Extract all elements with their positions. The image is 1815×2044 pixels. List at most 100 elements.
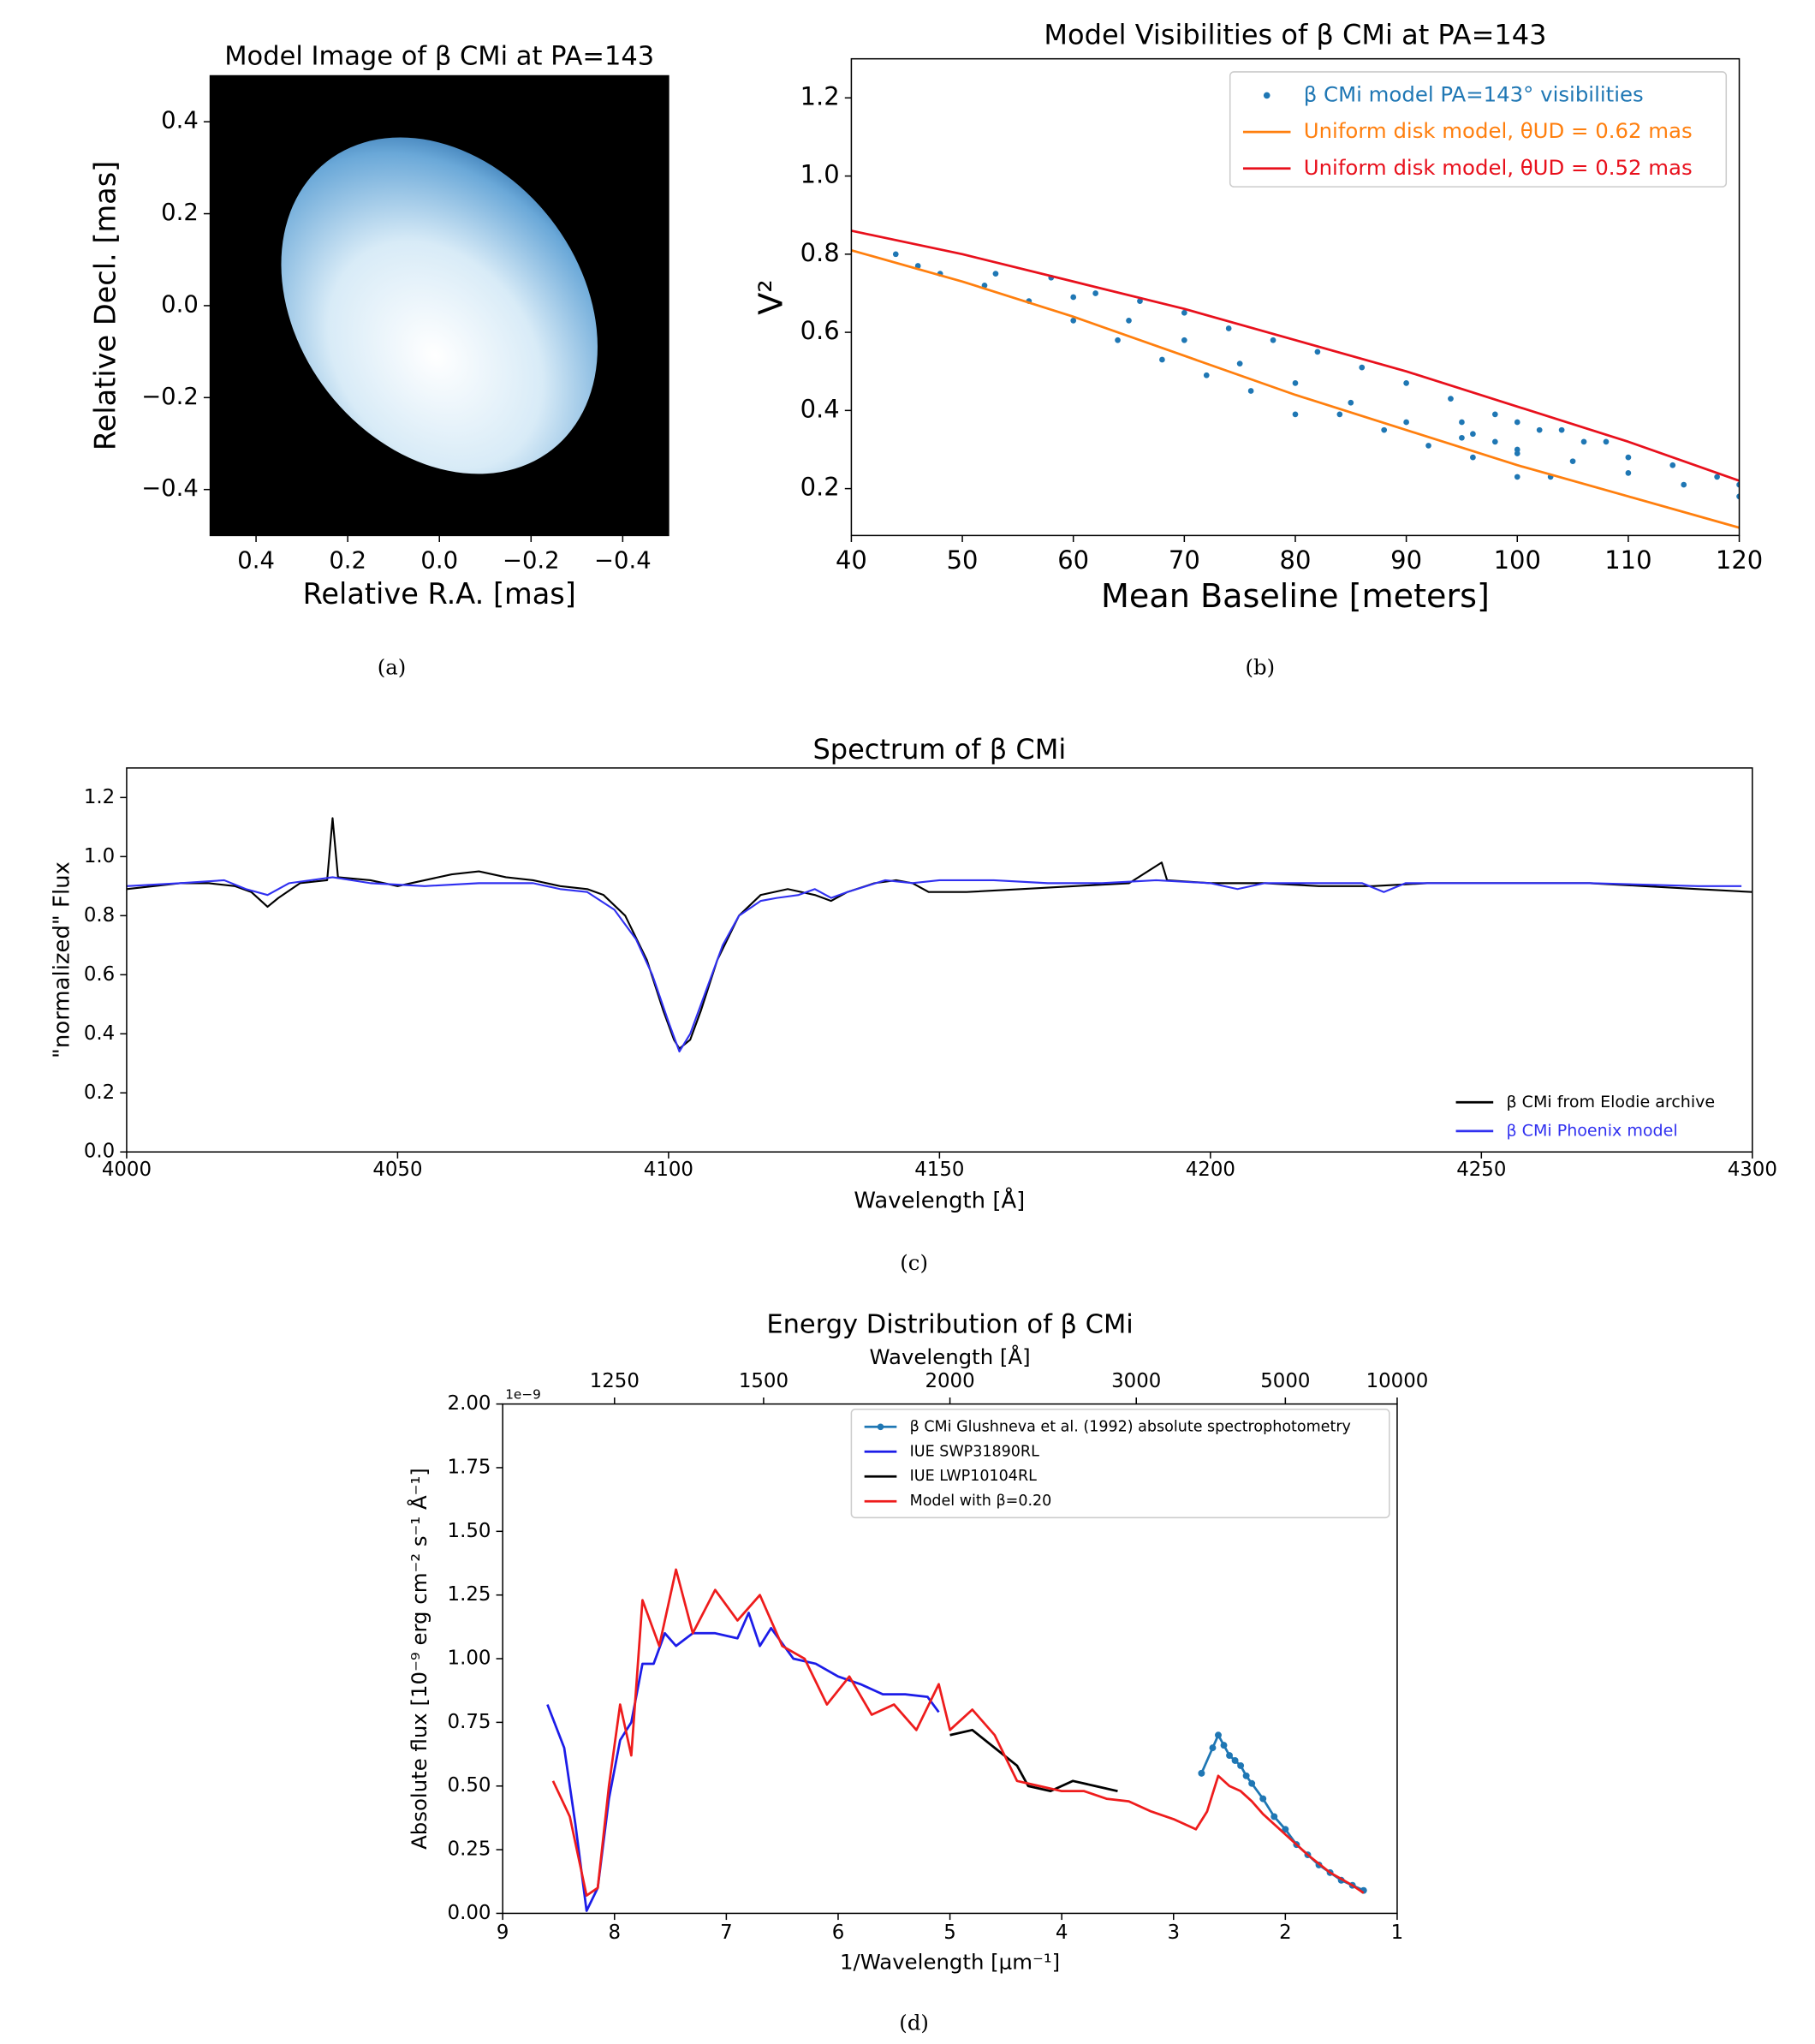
x-axis-label: 1/Wavelength [μm⁻¹]	[840, 1949, 1060, 1974]
data-point	[1359, 364, 1366, 371]
data-point	[1381, 426, 1388, 433]
x2-tick-label: 3000	[1111, 1370, 1161, 1392]
data-point	[1225, 325, 1232, 331]
x-tick-label: 4150	[914, 1159, 964, 1181]
data-point	[1736, 493, 1740, 500]
data-point	[1514, 450, 1520, 456]
y-tick-label: 0.4	[800, 394, 840, 423]
data-point	[1536, 426, 1543, 433]
x-tick-label: 6	[832, 1922, 845, 1944]
legend-frame	[1229, 71, 1728, 188]
y-tick-label: 1.75	[448, 1456, 491, 1478]
caption: (b)	[1245, 654, 1275, 679]
y-tick-label: 1.50	[448, 1520, 491, 1542]
data-point	[1236, 361, 1243, 366]
data-point	[1603, 438, 1610, 445]
x-tick-label: 3	[1167, 1922, 1180, 1944]
y-tick-label: 0.8	[84, 904, 115, 927]
panel: Energy Distribution of β CMi 1/Wavelength…	[407, 1310, 1428, 2035]
y-tick-label: 0.00	[448, 1902, 491, 1924]
chart-title: Model Image of β CMi at PA=143	[224, 42, 654, 72]
data-point	[1247, 388, 1254, 394]
legend-label: β CMi model PA=143° visibilities	[1304, 81, 1644, 106]
y-tick-label: 1.0	[800, 160, 840, 189]
data-point	[1070, 318, 1077, 324]
legend-label: Model with β=0.20	[910, 1493, 1052, 1510]
data-point	[1215, 1731, 1222, 1739]
y-tick-label: 0.75	[448, 1711, 491, 1733]
y-axis-label: V²	[752, 279, 789, 314]
series-line	[126, 876, 1742, 1053]
x-tick-label: 4200	[1186, 1159, 1235, 1181]
y-tick-label: 1.00	[448, 1648, 491, 1670]
data-point	[1270, 1813, 1278, 1821]
y-tick-label: 0.50	[448, 1774, 491, 1797]
data-point	[1681, 481, 1687, 488]
data-point	[1625, 470, 1632, 476]
panel: Spectrum of β CMi Wavelength [Å] "normaliz…	[50, 733, 1777, 1275]
data-point	[914, 263, 921, 269]
x-tick-label: 100	[1494, 545, 1541, 575]
data-point	[1470, 454, 1476, 461]
x2-tick-label: 1500	[739, 1370, 788, 1392]
data-point	[1470, 431, 1476, 438]
legend-label: IUE SWP31890RL	[910, 1443, 1040, 1460]
data-point	[1736, 481, 1740, 488]
x-tick-label: 2	[1279, 1922, 1292, 1944]
y-tick-label: −0.4	[141, 475, 199, 502]
y-tick-label: 0.25	[448, 1838, 491, 1861]
series-line	[551, 1568, 1365, 1897]
data-point	[1448, 396, 1454, 402]
data-point	[1314, 349, 1321, 355]
chart-title: Model Visibilities of β CMi at PA=143	[1044, 19, 1546, 51]
legend-swatch	[1263, 92, 1270, 99]
series-group	[546, 1568, 1367, 1912]
data-point	[1580, 438, 1587, 445]
x-tick-label: 5	[943, 1922, 956, 1944]
data-point	[1126, 318, 1132, 324]
caption: (a)	[378, 654, 407, 679]
plot-frame	[850, 57, 1741, 537]
y-axis-label: Absolute flux [10⁻⁹ erg cm⁻² s⁻¹ Å⁻¹]	[407, 1468, 431, 1850]
data-point	[1270, 337, 1276, 343]
x-tick-label: 120	[1716, 545, 1763, 575]
x-tick-label: 7	[720, 1922, 733, 1944]
data-point	[1459, 434, 1465, 441]
data-point	[1181, 337, 1187, 343]
x-tick-label: 90	[1390, 545, 1422, 575]
y-tick-label: −0.2	[141, 384, 199, 410]
data-point	[1226, 1752, 1234, 1760]
x2-tick-label: 5000	[1260, 1370, 1310, 1392]
data-point	[1336, 411, 1343, 418]
series-line	[126, 817, 1753, 1050]
x-tick-label: 0.4	[237, 547, 275, 574]
legend-frame	[850, 1408, 1390, 1519]
x-axis-label: Wavelength [Å]	[854, 1187, 1025, 1214]
data-point	[1491, 411, 1498, 418]
x-tick-label: 8	[609, 1922, 622, 1944]
data-point	[1491, 438, 1498, 445]
series-line	[949, 1728, 1118, 1793]
legend-label: Uniform disk model, θUD = 0.62 mas	[1304, 118, 1693, 143]
series-line	[546, 1612, 940, 1912]
data-point	[992, 271, 999, 277]
legend-label: β CMi from Elodie archive	[1506, 1093, 1715, 1111]
x-tick-label: 4	[1056, 1922, 1068, 1944]
y-tick-label: 0.2	[161, 200, 199, 226]
y-tick-label: 1.25	[448, 1583, 491, 1606]
legend-label: IUE LWP10104RL	[910, 1468, 1038, 1485]
y-axis-label: Relative Decl. [mas]	[89, 161, 122, 450]
legend-label: Uniform disk model, θUD = 0.52 mas	[1304, 155, 1693, 180]
data-point	[1292, 411, 1299, 418]
data-point	[1714, 474, 1720, 480]
x-axis-label: Mean Baseline [meters]	[1101, 577, 1490, 615]
x-tick-label: 50	[947, 545, 979, 575]
data-point	[1220, 1742, 1228, 1749]
y-tick-label: 0.6	[800, 316, 840, 345]
series-line	[1200, 1733, 1365, 1892]
data-point	[1459, 419, 1465, 426]
y-tick-label: 0.2	[800, 473, 840, 502]
data-point	[1203, 372, 1210, 378]
data-point	[1198, 1769, 1205, 1777]
data-point	[1115, 337, 1121, 343]
